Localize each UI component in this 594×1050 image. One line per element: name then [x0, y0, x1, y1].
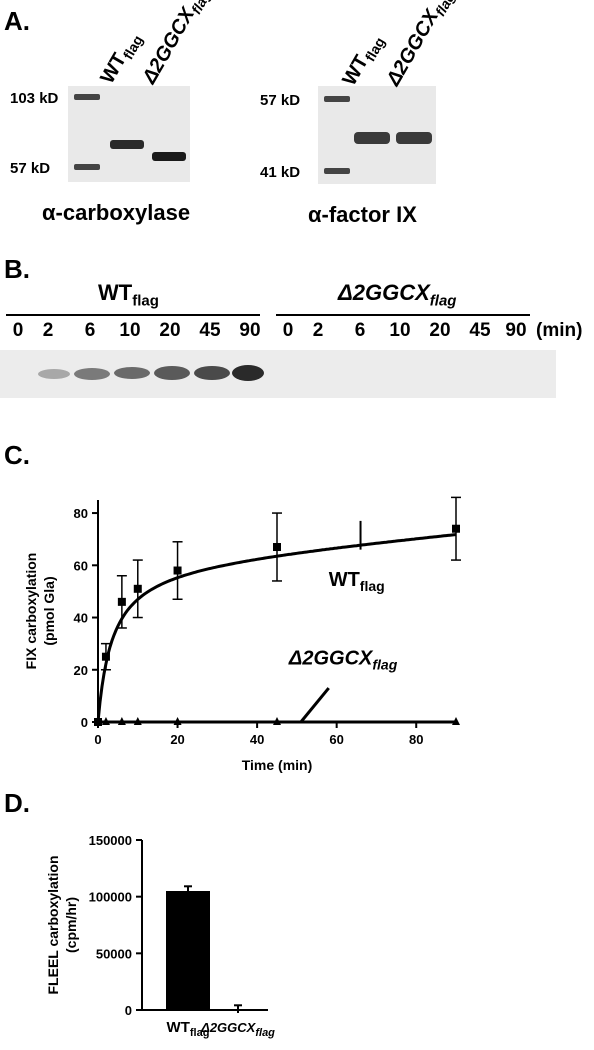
- wt-data-point: [117, 597, 126, 606]
- wt-data-point: [133, 584, 142, 593]
- y-axis-label: FIX carboxylation: [23, 553, 39, 670]
- band-wt-45: [194, 366, 230, 380]
- timepoint-label: 0: [282, 320, 294, 341]
- group-label-wt: WTflag: [98, 280, 159, 310]
- carboxylase-blot: [68, 86, 190, 182]
- marker-label-103: 103 kD: [10, 90, 59, 107]
- x-tick-label: 60: [329, 732, 343, 747]
- lane-label-mutant: Δ2GGCXflag: [382, 0, 459, 90]
- y-tick-label: 80: [74, 506, 88, 521]
- y-tick-label: 0: [81, 715, 88, 730]
- factor-ix-blot: [318, 86, 436, 184]
- timepoint-label: 10: [119, 320, 141, 341]
- band-wt-20: [154, 366, 190, 380]
- mutant-data-point: [452, 717, 460, 725]
- wt-series-label-sub: flag: [360, 578, 385, 594]
- factor-ix-blot-bands: [324, 96, 432, 174]
- timepoint-label: 20: [159, 320, 181, 341]
- wt-series-label: WTflag: [329, 569, 385, 594]
- category-label-sub: flag: [255, 1027, 275, 1039]
- panel-b-label: B.: [4, 254, 30, 284]
- marker-band-103: [74, 94, 100, 100]
- y-tick-label: 60: [74, 558, 88, 573]
- timepoint-label: 6: [84, 320, 96, 341]
- x-tick-label: 40: [250, 732, 264, 747]
- x-axis-label: Time (min): [242, 757, 313, 773]
- wt-data-point: [101, 652, 110, 661]
- carboxylase-blot-bands: [74, 94, 186, 170]
- panel-c-label: C.: [4, 440, 30, 470]
- y-tick-label: 50000: [96, 946, 132, 961]
- timepoint-label: 2: [42, 320, 54, 341]
- mutant-data-point: [94, 717, 102, 725]
- y-axis-label: (cpm/hr): [63, 897, 79, 953]
- y-tick-label: 100000: [89, 890, 132, 905]
- group-label-mutant: Δ2GGCXflag: [338, 280, 457, 310]
- y-tick-label: 40: [74, 611, 88, 626]
- timepoint-labels: 0 2 6 10 20 45 90 0 2 6 10 20 45 90: [0, 320, 594, 346]
- panel-d-label: D.: [4, 788, 30, 818]
- group-line-mutant: [276, 314, 530, 316]
- y-tick-label: 150000: [89, 833, 132, 848]
- timepoint-label: 2: [312, 320, 324, 341]
- mutant-series-label-sub: flag: [372, 657, 397, 673]
- timepoint-label: 90: [239, 320, 261, 341]
- mutant-series-label: Δ2GGCXflag: [288, 648, 398, 673]
- wt-data-point: [452, 524, 460, 533]
- fix-carboxylation-chart: 0 20 40 60 80 0 20 40 60 80 Time (min) FIX carboxyl…: [23, 496, 461, 773]
- marker-label-41: 41 kD: [260, 164, 301, 181]
- mutant-annotation-pointer: [299, 687, 330, 723]
- wt-data-point: [273, 543, 281, 552]
- time-unit-label: (min): [536, 320, 583, 341]
- carboxylase-caption: α-carboxylase: [42, 200, 191, 225]
- x-tick-label: 80: [409, 732, 423, 747]
- timepoint-label: 45: [199, 320, 221, 341]
- lane-label-mutant: Δ2GGCXflag: [138, 0, 215, 88]
- bar: [166, 891, 210, 1010]
- group-line-wt: [6, 314, 260, 316]
- panel-a-label: A.: [4, 6, 30, 36]
- marker-band-41: [324, 168, 350, 174]
- fleel-carboxylation-chart: 0 50000 100000 150000 FLEEL carboxylation (cp…: [45, 833, 275, 1039]
- y-tick-label: 0: [125, 1003, 132, 1018]
- timepoint-label: 20: [429, 320, 451, 341]
- timepoint-label: 6: [354, 320, 366, 341]
- marker-label-57: 57 kD: [260, 92, 301, 109]
- mutant-data-point: [133, 717, 142, 725]
- factor-ix-caption: α-factor IX: [308, 202, 417, 227]
- y-axis-label: FLEEL carboxylation: [45, 856, 61, 995]
- mutant-fix-band: [396, 132, 432, 144]
- band-wt-90: [232, 365, 264, 381]
- mutant-data-point: [117, 717, 126, 725]
- wt-carboxylase-band: [110, 140, 144, 149]
- band-wt-10: [114, 367, 150, 379]
- y-axis-label: (pmol Gla): [41, 576, 57, 645]
- marker-band-57: [324, 96, 350, 102]
- mutant-data-point: [101, 717, 110, 725]
- category-label: Δ2GGCXflag: [200, 1020, 275, 1039]
- mutant-carboxylase-band: [152, 152, 186, 161]
- marker-band-57: [74, 164, 100, 170]
- band-wt-6: [74, 368, 110, 380]
- mutant-data-point: [173, 717, 182, 725]
- marker-label-57: 57 kD: [10, 160, 51, 177]
- autoradiograph-bands: [38, 365, 264, 381]
- mutant-data-point: [273, 717, 281, 725]
- timepoint-label: 90: [505, 320, 527, 341]
- category-label-sub: flag: [190, 1027, 210, 1039]
- timepoint-label: 10: [389, 320, 411, 341]
- timepoint-label: 0: [12, 320, 24, 341]
- timepoint-label: 45: [469, 320, 491, 341]
- wt-fix-band: [354, 132, 390, 144]
- y-tick-label: 20: [74, 663, 88, 678]
- band-wt-2: [38, 369, 70, 379]
- lane-label-wt: WTflag: [338, 34, 388, 90]
- autoradiograph: [0, 350, 556, 398]
- lane-label-wt: WTflag: [96, 32, 146, 88]
- x-tick-label: 20: [170, 732, 184, 747]
- wt-data-point: [173, 566, 182, 575]
- x-tick-label: 0: [94, 732, 101, 747]
